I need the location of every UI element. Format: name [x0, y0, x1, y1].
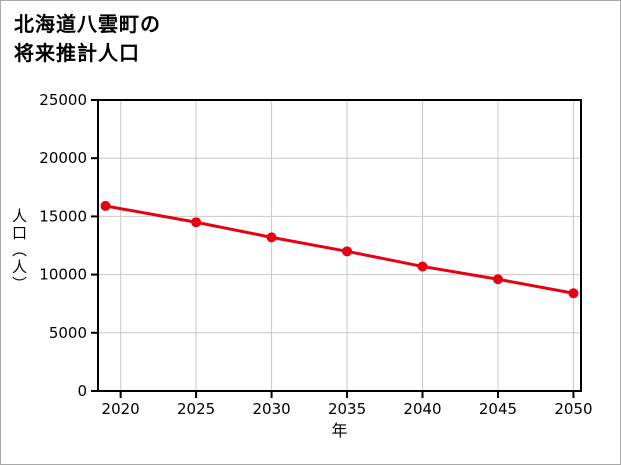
x-tick-label: 2025 — [177, 400, 215, 418]
y-tick-label: 15000 — [39, 207, 87, 225]
data-point — [100, 200, 111, 211]
data-point — [266, 232, 277, 243]
x-tick-label: 2035 — [328, 400, 366, 418]
chart-title-line2: 将来推計人口 — [14, 41, 140, 65]
chart-title: 北海道八雲町の 将来推計人口 — [14, 10, 161, 68]
plot-frame — [97, 99, 582, 392]
y-tick-label: 0 — [77, 382, 87, 400]
x-tick-label: 2020 — [102, 400, 140, 418]
data-point — [342, 246, 353, 257]
chart-title-line1: 北海道八雲町の — [14, 12, 161, 36]
x-axis-label: 年 — [331, 421, 348, 440]
data-point — [417, 261, 428, 272]
data-point — [568, 288, 579, 299]
x-tick-label: 2045 — [479, 400, 517, 418]
data-line — [104, 204, 575, 295]
y-tick-label: 10000 — [39, 266, 87, 284]
x-tick-label: 2040 — [403, 400, 441, 418]
data-point — [191, 217, 202, 228]
y-axis-label: 人口（人） — [10, 208, 28, 293]
data-point — [492, 274, 503, 285]
y-tick-label: 20000 — [39, 149, 87, 167]
y-tick-label: 5000 — [49, 324, 87, 342]
x-tick-label: 2050 — [554, 400, 592, 418]
x-tick-label: 2030 — [252, 400, 290, 418]
y-tick-label: 25000 — [39, 91, 87, 109]
